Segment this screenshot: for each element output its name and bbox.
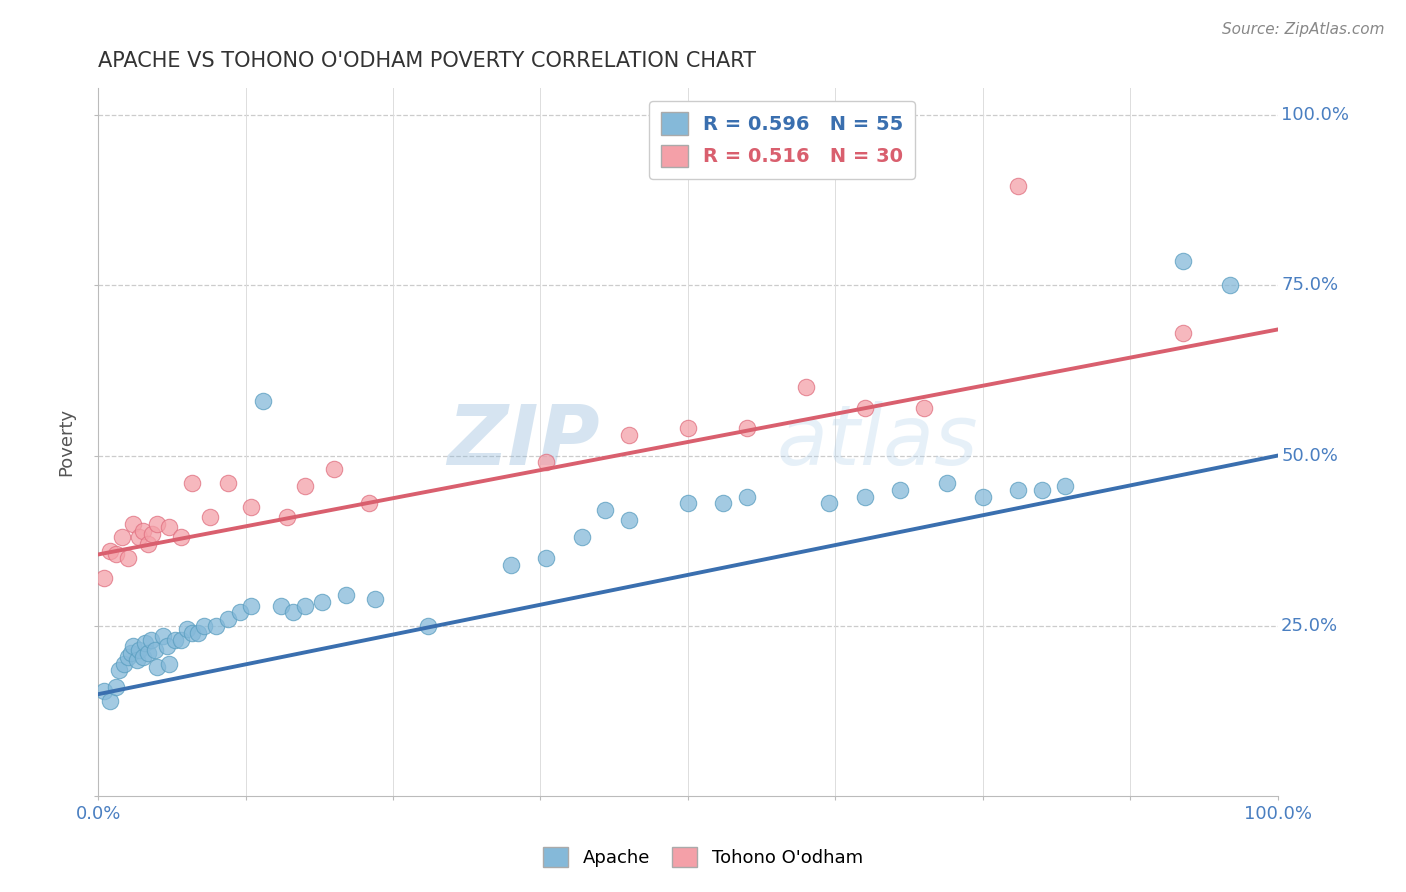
- Point: [617, 513, 640, 527]
- Point: [676, 421, 699, 435]
- Point: [853, 401, 876, 415]
- Point: [128, 530, 150, 544]
- Y-axis label: Poverty: Poverty: [58, 408, 75, 476]
- Point: [125, 653, 148, 667]
- Point: [141, 632, 163, 647]
- Point: [276, 510, 298, 524]
- Point: [104, 681, 127, 695]
- Point: [111, 530, 134, 544]
- Point: [169, 632, 191, 647]
- Legend: Apache, Tohono O'odham: Apache, Tohono O'odham: [536, 839, 870, 874]
- Text: 75.0%: 75.0%: [1281, 277, 1339, 294]
- Legend: R = 0.596   N = 55, R = 0.516   N = 30: R = 0.596 N = 55, R = 0.516 N = 30: [650, 101, 915, 178]
- Point: [122, 516, 145, 531]
- Point: [335, 588, 357, 602]
- Point: [136, 646, 159, 660]
- Point: [217, 612, 239, 626]
- Point: [359, 496, 381, 510]
- Point: [536, 550, 558, 565]
- Point: [205, 619, 228, 633]
- Point: [571, 530, 593, 544]
- Point: [281, 606, 304, 620]
- Point: [193, 619, 215, 633]
- Point: [1173, 326, 1195, 340]
- Point: [181, 475, 204, 490]
- Point: [1007, 483, 1029, 497]
- Text: 50.0%: 50.0%: [1281, 447, 1339, 465]
- Point: [853, 490, 876, 504]
- Point: [112, 657, 135, 671]
- Point: [1007, 179, 1029, 194]
- Point: [98, 544, 121, 558]
- Point: [132, 524, 155, 538]
- Point: [499, 558, 522, 572]
- Point: [294, 599, 316, 613]
- Point: [228, 606, 250, 620]
- Point: [676, 496, 699, 510]
- Point: [1173, 254, 1195, 268]
- Point: [181, 625, 204, 640]
- Point: [122, 640, 145, 654]
- Point: [1219, 278, 1241, 293]
- Point: [136, 537, 159, 551]
- Point: [735, 421, 758, 435]
- Point: [152, 629, 174, 643]
- Point: [217, 475, 239, 490]
- Point: [134, 636, 156, 650]
- Point: [163, 632, 186, 647]
- Text: 25.0%: 25.0%: [1281, 617, 1339, 635]
- Point: [818, 496, 841, 510]
- Point: [120, 646, 142, 660]
- Point: [1054, 479, 1077, 493]
- Point: [936, 475, 959, 490]
- Point: [143, 643, 166, 657]
- Point: [240, 500, 263, 514]
- Point: [98, 694, 121, 708]
- Point: [364, 591, 387, 606]
- Text: APACHE VS TOHONO O'ODHAM POVERTY CORRELATION CHART: APACHE VS TOHONO O'ODHAM POVERTY CORRELA…: [98, 51, 756, 70]
- Text: ZIP: ZIP: [447, 401, 599, 483]
- Point: [270, 599, 292, 613]
- Point: [146, 660, 169, 674]
- Point: [108, 664, 131, 678]
- Point: [323, 462, 346, 476]
- Text: atlas: atlas: [776, 401, 979, 483]
- Text: 100.0%: 100.0%: [1281, 106, 1350, 124]
- Point: [104, 548, 127, 562]
- Point: [418, 619, 440, 633]
- Point: [117, 550, 139, 565]
- Point: [889, 483, 911, 497]
- Text: Source: ZipAtlas.com: Source: ZipAtlas.com: [1222, 22, 1385, 37]
- Point: [157, 520, 180, 534]
- Point: [198, 510, 221, 524]
- Point: [912, 401, 935, 415]
- Point: [240, 599, 263, 613]
- Point: [593, 503, 616, 517]
- Point: [794, 380, 817, 394]
- Point: [294, 479, 316, 493]
- Point: [146, 516, 169, 531]
- Point: [972, 490, 994, 504]
- Point: [132, 649, 155, 664]
- Point: [128, 643, 150, 657]
- Point: [311, 595, 333, 609]
- Point: [187, 625, 209, 640]
- Point: [117, 649, 139, 664]
- Point: [252, 394, 274, 409]
- Point: [1031, 483, 1053, 497]
- Point: [141, 527, 163, 541]
- Point: [93, 683, 115, 698]
- Point: [735, 490, 758, 504]
- Point: [169, 530, 191, 544]
- Point: [176, 623, 198, 637]
- Point: [155, 640, 177, 654]
- Point: [617, 428, 640, 442]
- Point: [93, 571, 115, 585]
- Point: [536, 455, 558, 469]
- Point: [711, 496, 734, 510]
- Point: [157, 657, 180, 671]
